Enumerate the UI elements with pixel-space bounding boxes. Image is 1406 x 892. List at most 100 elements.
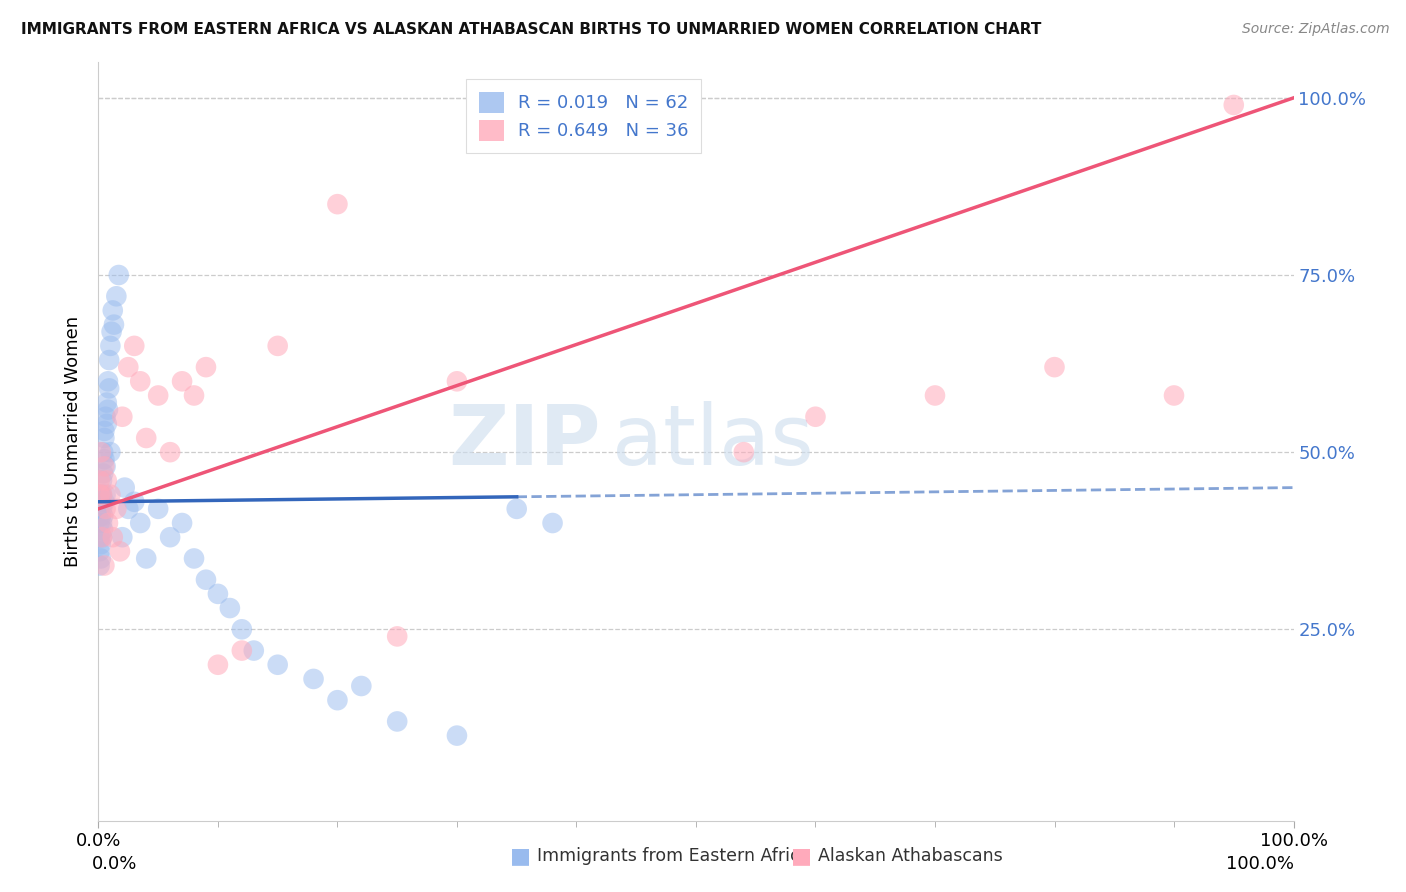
Point: [195, 573, 218, 587]
Point: [267, 339, 290, 353]
Point: [93, 424, 115, 438]
Text: Immigrants from Eastern Africa: Immigrants from Eastern Africa: [537, 847, 810, 865]
Point: [446, 729, 468, 743]
Point: [107, 268, 129, 282]
Point: [148, 388, 170, 402]
Point: [96, 417, 118, 431]
Point: [1043, 360, 1066, 375]
Point: [183, 388, 205, 402]
Point: [231, 623, 253, 637]
Point: [98, 339, 122, 353]
Point: [91, 508, 114, 523]
Point: [111, 409, 134, 424]
Point: [350, 679, 373, 693]
Point: [91, 467, 114, 481]
Point: [124, 495, 146, 509]
Point: [96, 474, 118, 488]
Text: 100.0%: 100.0%: [1226, 855, 1294, 872]
Point: [96, 395, 118, 409]
Point: [101, 530, 124, 544]
Point: [90, 537, 112, 551]
Point: [89, 488, 111, 502]
Point: [89, 530, 111, 544]
Point: [100, 325, 122, 339]
Point: [172, 374, 194, 388]
Point: [129, 374, 152, 388]
Point: [98, 353, 121, 368]
Point: [94, 459, 117, 474]
Point: [93, 431, 115, 445]
Point: [89, 501, 111, 516]
Point: [97, 402, 120, 417]
Point: [1223, 98, 1246, 112]
Text: IMMIGRANTS FROM EASTERN AFRICA VS ALASKAN ATHABASCAN BIRTHS TO UNMARRIED WOMEN C: IMMIGRANTS FROM EASTERN AFRICA VS ALASKA…: [21, 22, 1042, 37]
Point: [93, 495, 115, 509]
Point: [195, 360, 218, 375]
Point: [135, 551, 157, 566]
Point: [114, 481, 136, 495]
Point: [159, 445, 181, 459]
Point: [135, 431, 157, 445]
Point: [148, 501, 170, 516]
Point: [117, 360, 139, 375]
Point: [207, 657, 229, 672]
Point: [90, 445, 112, 459]
Point: [108, 544, 131, 558]
Point: [91, 523, 114, 537]
Point: [89, 474, 111, 488]
Point: [94, 409, 117, 424]
Point: [326, 197, 349, 211]
Point: [172, 516, 194, 530]
Text: Alaskan Athabascans: Alaskan Athabascans: [818, 847, 1002, 865]
Text: Source: ZipAtlas.com: Source: ZipAtlas.com: [1241, 22, 1389, 37]
Point: [90, 495, 112, 509]
Point: [105, 501, 128, 516]
Legend: R = 0.019   N = 62, R = 0.649   N = 36: R = 0.019 N = 62, R = 0.649 N = 36: [465, 79, 702, 153]
Point: [207, 587, 229, 601]
Point: [98, 381, 121, 395]
Text: atlas: atlas: [613, 401, 814, 482]
Point: [91, 488, 114, 502]
Point: [90, 508, 112, 523]
Point: [97, 374, 120, 388]
Point: [90, 551, 112, 566]
Point: [302, 672, 325, 686]
Text: ZIP: ZIP: [449, 401, 600, 482]
Point: [159, 530, 181, 544]
Point: [924, 388, 946, 402]
Point: [91, 530, 114, 544]
Point: [243, 643, 266, 657]
Point: [267, 657, 290, 672]
Point: [91, 501, 114, 516]
Point: [93, 452, 115, 467]
Point: [117, 501, 139, 516]
Point: [89, 516, 111, 530]
Point: [1163, 388, 1185, 402]
Point: [103, 318, 125, 332]
Point: [506, 501, 529, 516]
Point: [98, 488, 122, 502]
Point: [94, 488, 117, 502]
Point: [129, 516, 152, 530]
Text: ■: ■: [510, 847, 530, 866]
Point: [89, 558, 111, 573]
Point: [98, 445, 122, 459]
Point: [446, 374, 468, 388]
Point: [90, 488, 112, 502]
Point: [124, 339, 146, 353]
Point: [93, 558, 115, 573]
Point: [101, 303, 124, 318]
Point: [231, 643, 253, 657]
Point: [111, 530, 134, 544]
Point: [733, 445, 755, 459]
Point: [219, 601, 242, 615]
Point: [804, 409, 827, 424]
Point: [541, 516, 564, 530]
Point: [91, 474, 114, 488]
Point: [105, 289, 128, 303]
Point: [326, 693, 349, 707]
Point: [89, 544, 111, 558]
Point: [94, 501, 117, 516]
Point: [385, 629, 409, 643]
Text: ■: ■: [792, 847, 811, 866]
